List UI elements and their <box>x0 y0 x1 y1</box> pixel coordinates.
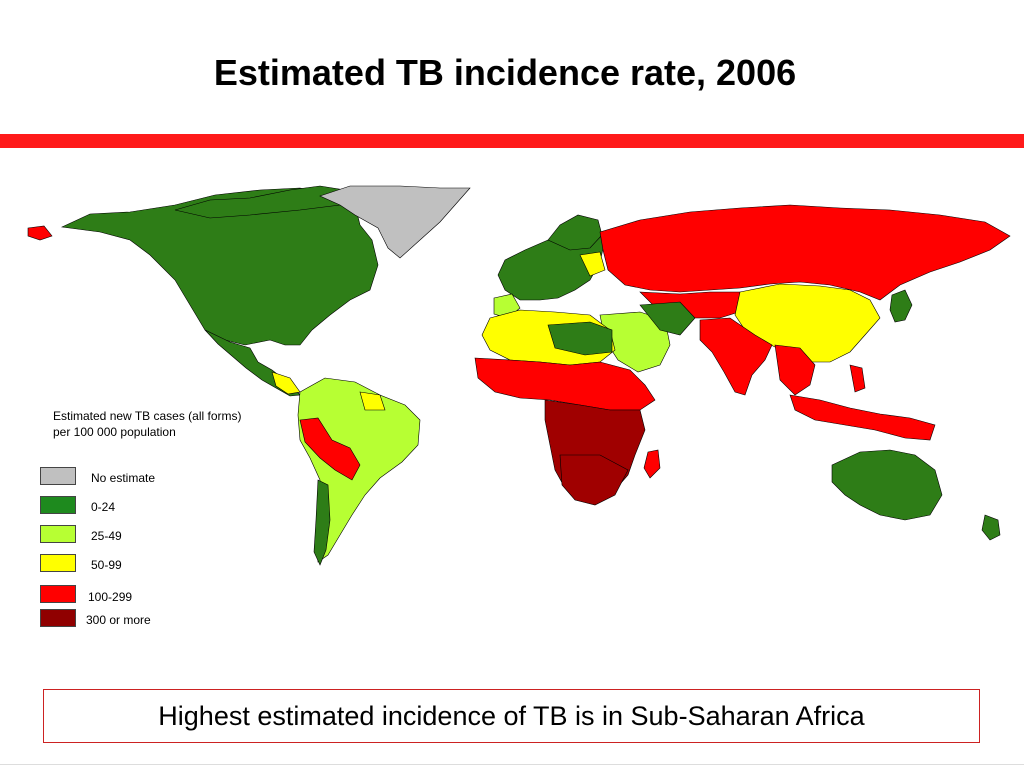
region-india <box>699 317 773 396</box>
caption-box: Highest estimated incidence of TB is in … <box>43 689 980 743</box>
caption-text: Highest estimated incidence of TB is in … <box>158 700 865 731</box>
region-japan <box>889 289 913 323</box>
legend-label-50-99: 50-99 <box>91 558 122 572</box>
legend-swatch-0-24 <box>40 496 76 514</box>
title-divider-rule <box>0 134 1024 148</box>
region-new-zealand <box>981 514 1001 541</box>
slide-title: Estimated TB incidence rate, 2006 <box>213 52 797 93</box>
legend-swatch-50-99 <box>40 554 76 572</box>
region-eastern-europe-yellow <box>579 251 606 277</box>
region-north-america <box>60 187 379 346</box>
region-chile-argentina-south <box>313 479 331 566</box>
region-central-america-yellow <box>271 371 301 395</box>
bottom-divider <box>0 764 1024 765</box>
legend-swatch-25-49 <box>40 525 76 543</box>
region-russia <box>599 204 1011 301</box>
region-peru-bolivia <box>299 417 361 481</box>
region-indonesia <box>789 394 936 441</box>
legend-swatch-no-estimate <box>40 467 76 485</box>
region-alaska-west <box>27 225 53 241</box>
world-map <box>27 185 1011 566</box>
region-scandinavia <box>547 214 603 251</box>
region-madagascar <box>643 449 661 479</box>
region-southeast-asia <box>774 344 816 396</box>
legend-title: Estimated new TB cases (all forms) per 1… <box>53 409 242 439</box>
region-southern-africa <box>559 454 629 506</box>
region-philippines <box>849 364 866 393</box>
legend-label-100-299: 100-299 <box>88 590 133 604</box>
region-australia <box>831 449 943 521</box>
legend-swatch-300-plus <box>40 609 76 627</box>
legend-swatch-100-299 <box>40 585 76 603</box>
legend-label-no-estimate: No estimate <box>91 471 156 485</box>
region-guianas <box>359 391 386 411</box>
legend-label-25-49: 25-49 <box>91 529 122 543</box>
legend-label-0-24: 0-24 <box>91 500 116 514</box>
region-west-africa <box>474 357 656 411</box>
region-iran-area <box>639 301 696 336</box>
region-greenland <box>319 185 471 259</box>
legend-label-300-plus: 300 or more <box>86 613 151 627</box>
region-egypt-libya <box>547 321 613 356</box>
